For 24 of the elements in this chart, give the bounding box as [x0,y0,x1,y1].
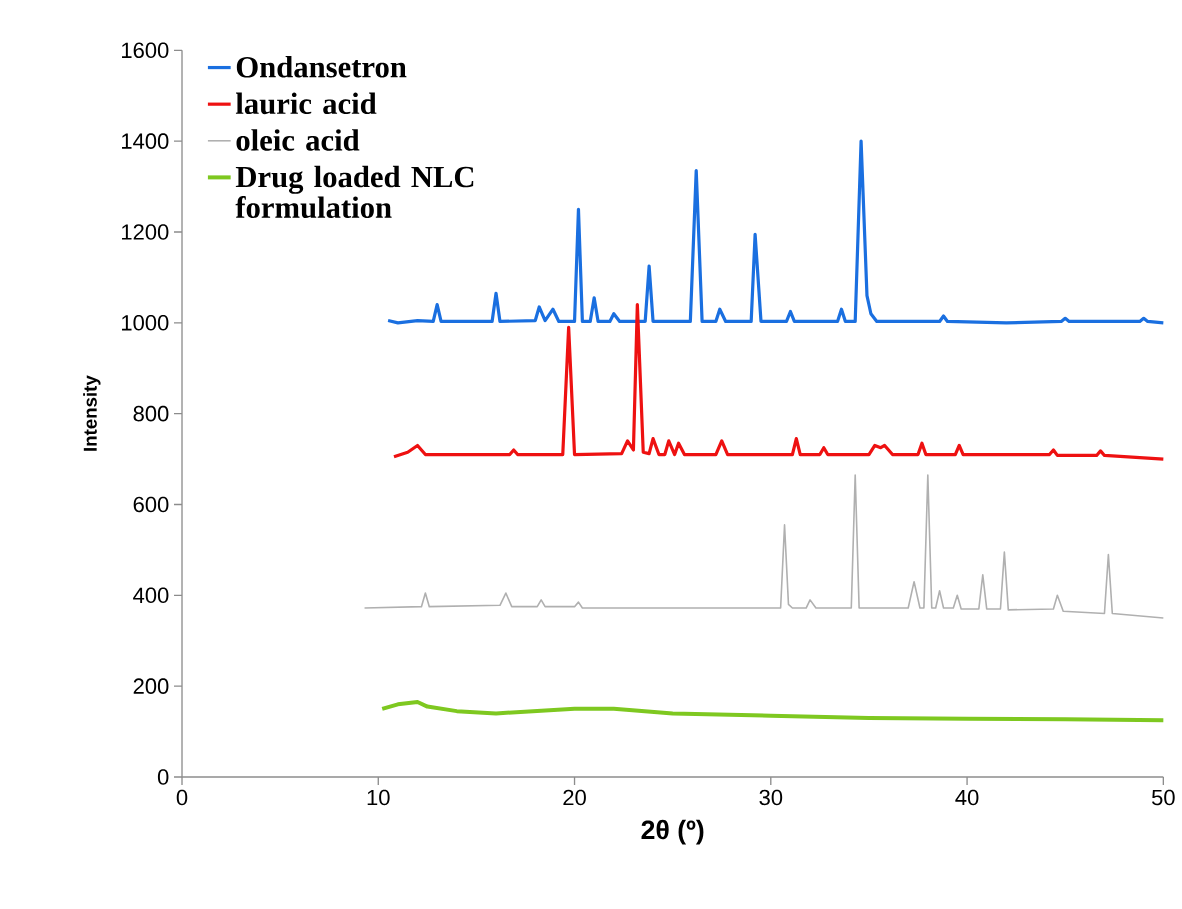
line-series [392,303,1165,461]
y-tick-label: 600 [133,496,169,513]
legend-label: lauric acid [235,92,377,115]
x-tick-label: 0 [176,789,188,806]
x-tick-label: 30 [759,789,783,806]
x-tick-label: 10 [367,789,390,806]
y-tick-label: 1600 [122,42,169,59]
y-tick-label: 800 [133,405,169,422]
x-tick-label: 20 [563,789,586,806]
x-tick-label: 50 [1151,789,1175,806]
y-tick-label: 1200 [122,224,169,240]
line-series [363,474,1165,619]
y-tick-label: 1400 [122,133,169,149]
y-axis-title: Intensity [83,375,101,451]
x-tick-label: 40 [955,789,979,806]
line-series [380,700,1166,723]
legend-label: oleic acid [236,129,360,151]
y-tick-label: 1000 [122,315,169,331]
x-axis-title: 2θ (º) [641,819,704,845]
legend-label: Ondansetron [236,55,407,78]
y-tick-label: 400 [133,587,169,604]
legend-label: Drug loaded NLC formulation [235,165,474,219]
y-tick-label: 200 [133,678,169,694]
y-tick-label: 0 [157,769,169,785]
